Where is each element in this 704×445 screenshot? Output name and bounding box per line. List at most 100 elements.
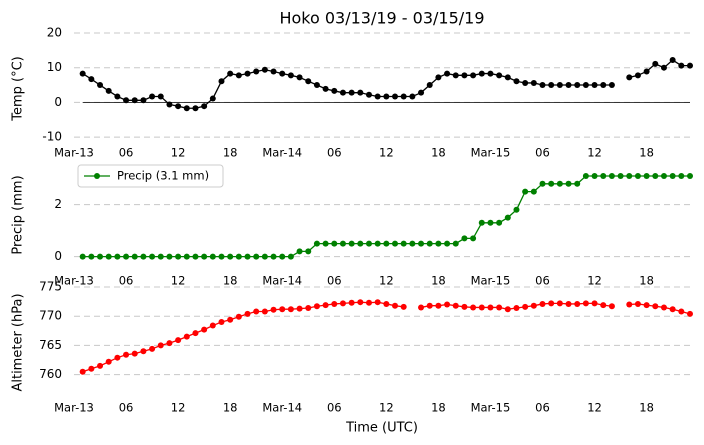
data-point [400, 93, 407, 100]
data-point [556, 180, 563, 187]
data-point [209, 322, 216, 329]
data-point [652, 303, 659, 310]
data-point [452, 240, 459, 247]
data-point [201, 326, 208, 333]
x-tick-label: 18 [223, 274, 238, 288]
data-point [348, 89, 355, 96]
x-tick-label: 18 [431, 401, 446, 415]
legend-marker [94, 173, 100, 179]
data-point [88, 365, 95, 372]
data-point [157, 253, 164, 260]
data-point [383, 93, 390, 100]
data-point [582, 173, 589, 179]
data-point [140, 348, 147, 355]
data-point [687, 62, 693, 69]
y-tick-label: 20 [47, 26, 62, 40]
data-point [296, 305, 303, 312]
data-point [140, 97, 147, 104]
data-point [149, 93, 156, 100]
data-point [192, 253, 199, 260]
data-point [522, 303, 529, 310]
data-point [374, 93, 381, 100]
data-point [574, 300, 581, 307]
chart-title: Hoko 03/13/19 - 03/15/19 [279, 9, 484, 28]
data-point [270, 253, 277, 260]
data-point [123, 253, 130, 260]
x-tick-label: 18 [639, 146, 654, 160]
data-point [470, 72, 477, 79]
data-point [287, 306, 294, 313]
data-point [496, 304, 503, 311]
data-point [522, 79, 529, 86]
data-point [123, 351, 130, 358]
data-point [556, 82, 563, 89]
data-point [114, 354, 121, 361]
data-point [565, 300, 572, 307]
data-point [435, 302, 442, 309]
data-point [157, 342, 164, 349]
data-point [522, 188, 529, 195]
data-point [678, 173, 685, 179]
data-point [305, 78, 312, 85]
data-point [131, 350, 138, 357]
data-point [235, 72, 242, 79]
data-point [530, 302, 537, 309]
data-point [305, 248, 312, 255]
data-point [452, 302, 459, 309]
data-point [608, 303, 615, 310]
y-tick-label: 2 [54, 197, 62, 211]
data-point [591, 300, 598, 307]
data-point [88, 76, 95, 83]
x-tick-label: 18 [639, 274, 654, 288]
x-axis-label: Time (UTC) [345, 421, 418, 436]
data-point [461, 235, 468, 242]
data-point [97, 82, 104, 89]
data-point [166, 101, 173, 108]
data-point [201, 103, 208, 110]
data-point [470, 304, 477, 311]
data-point [166, 340, 173, 347]
data-point [348, 240, 355, 247]
x-tick-label: Mar-15 [471, 274, 511, 288]
x-tick-label: Mar-15 [471, 146, 511, 160]
data-point [652, 173, 659, 179]
data-point [426, 240, 433, 247]
x-tick-label: 18 [431, 146, 446, 160]
data-point [105, 87, 112, 94]
data-point [183, 105, 190, 112]
data-point [339, 89, 346, 96]
data-point [209, 253, 216, 260]
x-tick-label: Mar-13 [54, 146, 94, 160]
data-point [183, 253, 190, 260]
y-tick-label: 770 [39, 309, 62, 323]
data-point [643, 302, 650, 309]
data-point [322, 240, 329, 247]
x-tick-label: Mar-15 [471, 401, 511, 415]
data-point [426, 82, 433, 89]
data-point [539, 180, 546, 187]
data-point [513, 78, 520, 85]
data-point [444, 240, 451, 247]
y-tick-label: 765 [39, 338, 62, 352]
data-point [313, 240, 320, 247]
data-point [97, 253, 104, 260]
data-point [227, 316, 234, 323]
data-point [357, 240, 364, 247]
data-point [409, 240, 416, 247]
data-point [418, 304, 425, 311]
data-point [322, 85, 329, 92]
data-point [365, 91, 372, 98]
data-point [478, 219, 485, 226]
data-point [669, 57, 676, 64]
data-point [608, 82, 615, 89]
data-point [235, 253, 242, 260]
data-point [504, 214, 511, 221]
data-point [539, 82, 546, 89]
y-tick-label: 10 [47, 60, 62, 74]
data-point [123, 97, 130, 104]
data-point [270, 306, 277, 313]
x-tick-label: 18 [223, 401, 238, 415]
data-point [392, 93, 399, 100]
data-point [626, 74, 633, 81]
x-tick-label: 12 [379, 146, 394, 160]
